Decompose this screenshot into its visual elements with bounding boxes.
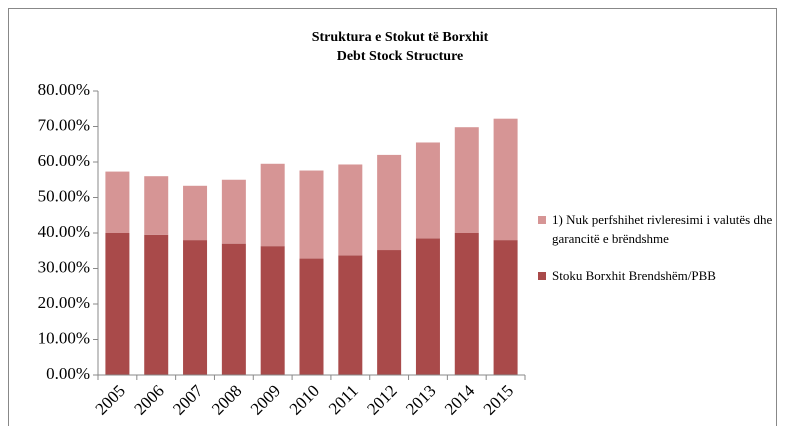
bar-segment [299, 170, 324, 259]
legend-entry: Stoku Borxhit Brendshëm/PBB [538, 266, 774, 285]
x-tick-label: 2015 [480, 381, 517, 418]
x-tick-label: 2010 [286, 381, 323, 418]
y-tick-label: 20.00% [38, 293, 90, 312]
bar-segment [377, 250, 402, 375]
y-tick-label: 30.00% [38, 257, 90, 276]
bar-segment [338, 164, 363, 256]
y-tick-label: 70.00% [38, 115, 90, 134]
bar-segment [493, 240, 518, 375]
bar-segment [221, 179, 246, 244]
bar-segment [299, 258, 324, 375]
bar-segment [183, 240, 208, 375]
y-tick-label: 10.00% [38, 328, 90, 347]
x-tick-label: 2008 [208, 381, 245, 418]
y-tick-label: 40.00% [38, 222, 90, 241]
bar-segment [221, 243, 246, 375]
y-tick-label: 60.00% [38, 151, 90, 170]
chart-subtitle: Debt Stock Structure [337, 49, 464, 64]
x-tick-label: 2005 [92, 381, 129, 418]
bar-segment [415, 142, 440, 239]
x-tick-label: 2014 [441, 381, 479, 419]
x-tick-label: 2009 [247, 381, 284, 418]
bar-segment [377, 154, 402, 251]
bar-segment [105, 233, 130, 375]
bar-segment [183, 185, 208, 241]
bar-segment [454, 233, 479, 375]
chart-title: Struktura e Stokut të Borxhit [312, 30, 489, 45]
legend-label: 1) Nuk perfshihet rivleresimi i valutës … [552, 212, 773, 246]
bar-segment [260, 246, 285, 375]
y-tick-label: 0.00% [46, 364, 90, 383]
bar-segment [493, 118, 518, 241]
bar-segment [144, 176, 169, 235]
legend-swatch [538, 272, 546, 280]
legend-swatch [538, 216, 546, 224]
x-tick-label: 2012 [363, 381, 400, 418]
x-tick-label: 2006 [130, 381, 167, 418]
bar-segment [260, 163, 285, 247]
legend-label: Stoku Borxhit Brendshëm/PBB [552, 268, 716, 283]
x-tick-label: 2013 [402, 381, 439, 418]
bar-segment [454, 127, 479, 233]
bar-segment [105, 171, 130, 233]
chart-frame [8, 8, 777, 426]
x-tick-label: 2011 [325, 381, 362, 418]
x-tick-label: 2007 [169, 381, 207, 419]
bar-segment [415, 238, 440, 375]
y-tick-label: 50.00% [38, 186, 90, 205]
y-tick-label: 80.00% [38, 80, 90, 99]
bar-segment [144, 234, 169, 375]
bar-segment [338, 255, 363, 375]
legend-entry: 1) Nuk perfshihet rivleresimi i valutës … [538, 210, 774, 248]
